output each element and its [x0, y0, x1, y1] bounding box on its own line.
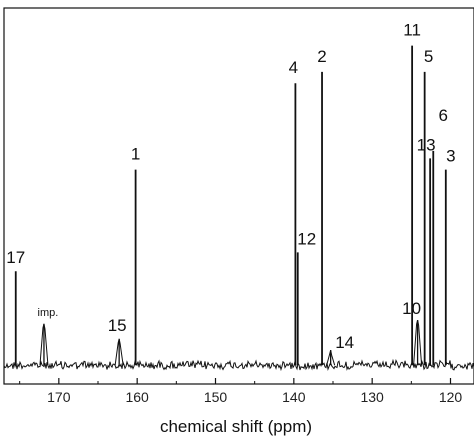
- peak-label: 3: [446, 147, 455, 166]
- peak-label: 15: [108, 316, 127, 335]
- peak-label: imp.: [38, 307, 59, 319]
- x-axis-ticks: [19, 378, 452, 384]
- peak-label: 6: [439, 106, 448, 125]
- peak-shape: [326, 350, 336, 366]
- peak-label: 14: [335, 333, 354, 352]
- peak-shape: [39, 323, 49, 366]
- peak-label: 10: [402, 299, 421, 318]
- x-tick-label: 130: [360, 389, 384, 405]
- peak-label: 13: [417, 135, 436, 154]
- peak-label: 4: [289, 58, 298, 77]
- x-tick-label: 170: [47, 389, 71, 405]
- peak-label: 12: [297, 229, 316, 248]
- peak-shape: [114, 338, 124, 366]
- x-axis-tick-labels: 170 160 150 140 130 120: [47, 389, 462, 405]
- plot-frame: [3, 7, 474, 385]
- x-axis-title: chemical shift (ppm): [160, 417, 312, 436]
- peak-label: 1: [131, 145, 140, 164]
- peak-label: 2: [317, 47, 326, 66]
- x-tick-label: 160: [125, 389, 149, 405]
- x-tick-label: 150: [204, 389, 228, 405]
- spectrum-peaks: [14, 45, 447, 366]
- peak-shape: [413, 319, 423, 366]
- x-tick-label: 140: [282, 389, 306, 405]
- peak-label: 17: [6, 248, 25, 267]
- spectrum-baseline-noise: [3, 358, 474, 372]
- peak-label: 5: [424, 47, 433, 66]
- x-tick-label: 120: [439, 389, 463, 405]
- peak-label: 11: [403, 21, 421, 40]
